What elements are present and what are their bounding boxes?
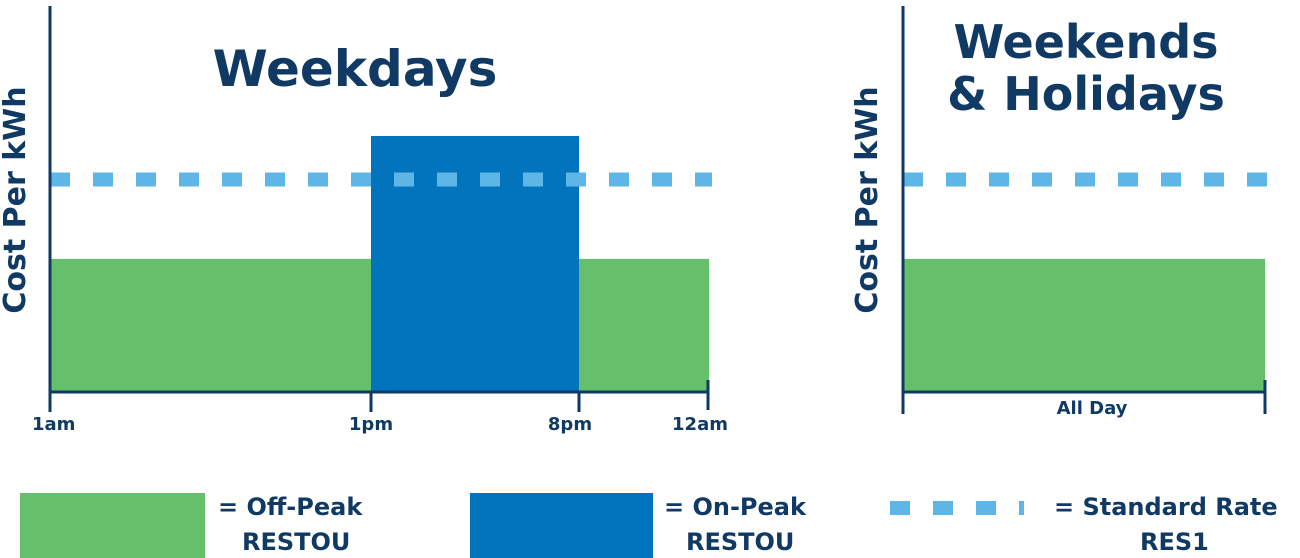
weekdays-bar-1 [50, 258, 371, 392]
tick-label: 8pm [548, 414, 592, 435]
weekends-title-line1: Weekends [953, 15, 1218, 69]
legend-label-off-peak-line1: = Off-Peak [218, 493, 363, 521]
weekdays-y-axis-label: Cost Per kWh [0, 86, 33, 313]
legend-label-standard-line2: RES1 [1140, 528, 1209, 556]
weekends-chart: Weekends & Holidays Cost Per kWh All Day [850, 6, 1268, 419]
weekends-title-line2: & Holidays [947, 67, 1225, 121]
legend-label-on-peak-line1: = On-Peak [664, 493, 807, 521]
weekdays-title: Weekdays [213, 40, 498, 98]
weekdays-bar-3 [579, 258, 709, 392]
legend-swatch-on-peak [470, 493, 653, 558]
weekends-y-axis-label: Cost Per kWh [850, 86, 885, 313]
legend-swatch-off-peak [20, 493, 205, 558]
weekdays-tick-1am: 1am [32, 392, 75, 435]
tick-label: 12am [672, 414, 728, 435]
weekdays-tick-1pm: 1pm [349, 392, 393, 435]
weekdays-tick-8pm: 8pm [548, 392, 592, 435]
weekends-bar-1 [903, 258, 1265, 392]
legend: = Off-Peak RESTOU = On-Peak RESTOU = Sta… [20, 493, 1278, 558]
tick-label-all-day: All Day [1057, 398, 1128, 419]
legend-label-on-peak-line2: RESTOU [686, 528, 794, 556]
weekdays-tick-12am: 12am [672, 414, 728, 435]
weekdays-chart: Weekdays Cost Per kWh 1am 1pm 8pm 12am [0, 6, 728, 435]
tick-label: 1pm [349, 414, 393, 435]
tick-label: 1am [32, 414, 75, 435]
legend-label-off-peak-line2: RESTOU [242, 528, 350, 556]
legend-label-standard-line1: = Standard Rate [1054, 493, 1278, 521]
